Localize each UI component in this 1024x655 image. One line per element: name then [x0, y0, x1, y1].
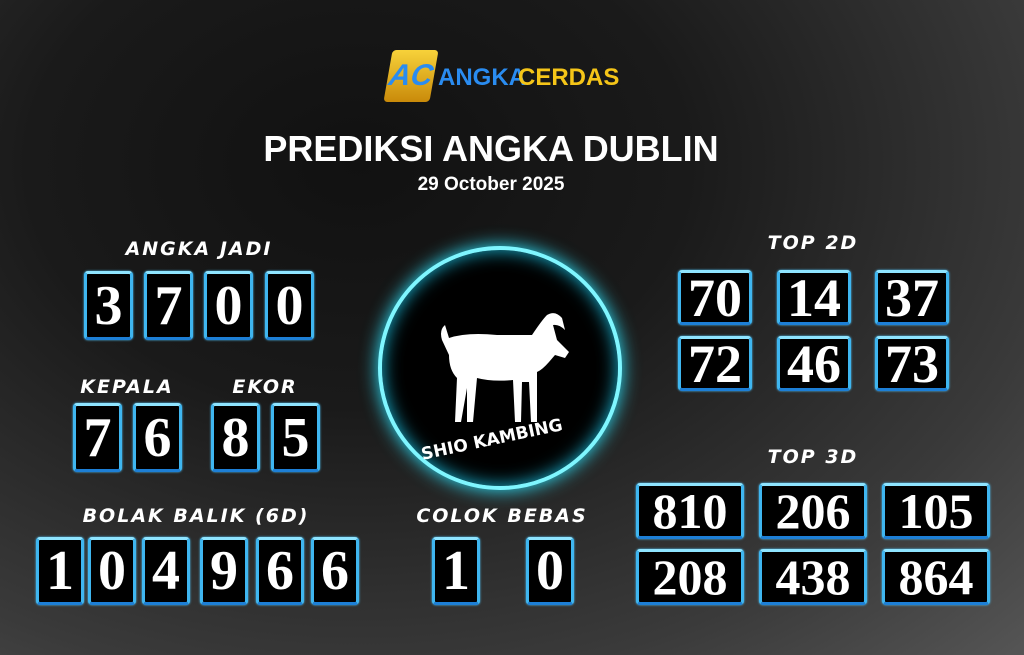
top3d-value: 810: [636, 483, 744, 539]
top3d-value: 105: [882, 483, 990, 539]
logo-text-angka: ANGKA: [438, 64, 526, 91]
ekor-label: EKOR: [232, 376, 298, 398]
top2d-label: TOP 2D: [767, 232, 859, 254]
bolak-balik-digit: 9: [200, 537, 248, 605]
logo-mark: AC: [383, 50, 439, 102]
angka-jadi-digit: 3: [84, 271, 133, 340]
top3d-value: 208: [636, 549, 744, 605]
ekor-digit: 8: [211, 403, 260, 472]
top3d-value: 438: [759, 549, 867, 605]
top3d-label: TOP 3D: [767, 446, 859, 468]
top2d-value: 14: [777, 268, 851, 328]
date: 29 October 2025: [417, 174, 565, 195]
bolak-balik-digit: 0: [88, 537, 136, 605]
page-title: PREDIKSI ANGKA DUBLIN: [263, 128, 719, 169]
top2d-value: 73: [875, 334, 949, 394]
logo: AC ANGKA CERDAS: [378, 46, 619, 106]
top3d-value: 864: [882, 549, 990, 605]
top2d-value: 72: [678, 334, 752, 394]
kepala-label: KEPALA: [80, 376, 174, 398]
angka-jadi-digit: 0: [265, 271, 314, 340]
angka-jadi-label: ANGKA JADI: [125, 238, 273, 260]
angka-jadi-digit: 0: [204, 271, 253, 340]
bolak-balik-digit: 1: [36, 537, 84, 605]
ekor-digit: 5: [271, 403, 320, 472]
top2d-value: 46: [777, 334, 851, 394]
colok-bebas-label: COLOK BEBAS: [416, 505, 588, 527]
top2d-value: 37: [875, 268, 949, 328]
top3d-value: 206: [759, 483, 867, 539]
kepala-digit: 7: [73, 403, 122, 472]
colok-bebas-digit: 0: [526, 537, 574, 605]
shio-badge: SHIO KAMBING: [378, 246, 622, 490]
colok-bebas-digit: 1: [432, 537, 480, 605]
logo-text-cerdas: CERDAS: [518, 64, 620, 91]
kepala-digit: 6: [133, 403, 182, 472]
angka-jadi-digit: 7: [144, 271, 193, 340]
bolak-balik-digit: 4: [142, 537, 190, 605]
bolak-balik-label: BOLAK BALIK (6D): [82, 505, 310, 527]
bolak-balik-digit: 6: [311, 537, 359, 605]
bolak-balik-digit: 6: [256, 537, 304, 605]
top2d-value: 70: [678, 268, 752, 328]
goat-icon: [441, 313, 569, 422]
